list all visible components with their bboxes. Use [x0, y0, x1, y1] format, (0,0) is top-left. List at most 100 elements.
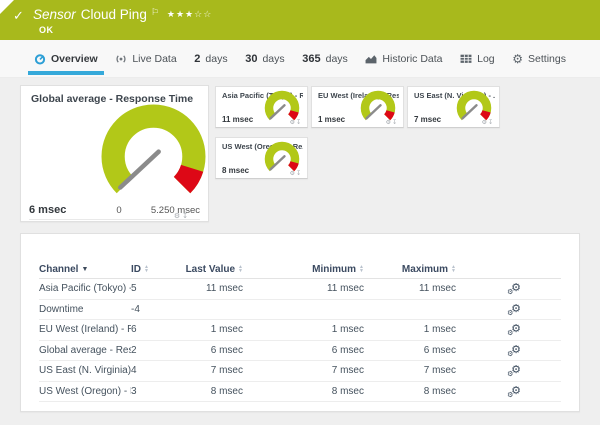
panel-hover-icons: ⚙↧: [386, 119, 398, 126]
cell-channel[interactable]: Global average - Resp...: [39, 344, 131, 356]
broadcast-icon: [116, 54, 126, 63]
cell-channel[interactable]: US West (Oregon) - Re...: [39, 385, 131, 397]
mini-gauge-value: 7 msec: [414, 115, 442, 124]
column-header-minimum[interactable]: Minimum ▲ ▼: [243, 264, 364, 275]
cell-minimum: 7 msec: [331, 365, 364, 377]
panel-divider: [29, 219, 200, 220]
column-header-channel[interactable]: Channel ▼: [39, 264, 131, 275]
main-gauge: [101, 104, 206, 194]
column-header-last-value[interactable]: Last Value ▲ ▼: [173, 264, 243, 275]
tab-30-days[interactable]: 30 days: [239, 40, 290, 77]
cell-maximum: 6 msec: [423, 344, 456, 356]
channel-settings-icon[interactable]: ⚙ ⚙: [507, 364, 521, 379]
cell-last-value: 8 msec: [210, 385, 243, 397]
sensor-kind-label: Sensor: [33, 7, 76, 22]
channel-settings-icon[interactable]: ⚙ ⚙: [507, 282, 521, 297]
panel-hover-icons: ⚙↧: [290, 119, 302, 126]
cell-minimum: 6 msec: [331, 344, 364, 356]
cell-minimum: 8 msec: [331, 385, 364, 397]
mini-gauge-panel-us-east[interactable]: US East (N. Virginia) - ... 7 msec ⚙↧: [407, 86, 500, 128]
cell-id: 3: [131, 385, 137, 397]
gear-icon[interactable]: ⚙: [289, 120, 296, 126]
gauge-icon: [34, 53, 46, 64]
page-title: Cloud Ping: [80, 7, 147, 22]
gear-icon[interactable]: ⚙: [481, 120, 488, 126]
channel-settings-icon[interactable]: ⚙ ⚙: [507, 343, 521, 358]
table-row[interactable]: Downtime -4 ⚙ ⚙: [39, 300, 561, 320]
flag-icon[interactable]: ⚐: [150, 7, 159, 17]
channel-settings-icon[interactable]: ⚙ ⚙: [507, 323, 521, 338]
column-header-maximum[interactable]: Maximum ▲ ▼: [364, 264, 456, 275]
pin-icon[interactable]: ↧: [182, 213, 190, 220]
column-header-id[interactable]: ID ▲ ▼: [131, 264, 173, 275]
table-row[interactable]: US East (N. Virginia) - ... 4 7 msec 7 m…: [39, 361, 561, 382]
tab-2-days[interactable]: 2 days: [188, 40, 233, 77]
cell-minimum: 1 msec: [331, 324, 364, 336]
pin-icon[interactable]: ↧: [391, 120, 398, 126]
mini-gauge-title: US West (Oregon) - Re...: [222, 142, 303, 151]
mini-gauge: [264, 90, 300, 121]
page-corner-fold: [0, 0, 14, 14]
table-header-row: Channel ▼ ID ▲ ▼ Last Value ▲ ▼ Minimum ▲ ▼…: [39, 260, 561, 279]
cell-channel[interactable]: US East (N. Virginia) - ...: [39, 365, 131, 377]
channel-settings-icon[interactable]: ⚙ ⚙: [507, 302, 521, 317]
cell-last-value: 11 msec: [205, 283, 243, 295]
channel-settings-icon[interactable]: ⚙ ⚙: [507, 384, 521, 399]
gear-icon[interactable]: ⚙: [289, 171, 296, 177]
column-header-label: Minimum: [312, 263, 357, 275]
mini-gauge: [456, 90, 492, 121]
cell-maximum: 1 msec: [423, 324, 456, 336]
tab-label: Live Data: [132, 52, 177, 65]
gauge-scale-max: 5.250 msec: [150, 205, 200, 216]
mini-gauge-title: Asia Pacific (Tokyo) - R...: [222, 91, 303, 100]
pin-icon[interactable]: ↧: [487, 120, 494, 126]
mini-gauge-title: US East (N. Virginia) - ...: [414, 91, 495, 100]
cell-maximum: 7 msec: [423, 365, 456, 377]
panel-hover-icons: ⚙↧: [290, 170, 302, 177]
stars-empty[interactable]: ☆☆: [194, 9, 213, 19]
tab-live-data[interactable]: Live Data: [109, 40, 182, 77]
tab-overview[interactable]: Overview: [28, 40, 104, 77]
cell-channel[interactable]: EU West (Ireland) - Re...: [39, 324, 131, 336]
gear-icon[interactable]: ⚙: [173, 213, 183, 220]
mini-gauge-panel-asia-pacific[interactable]: Asia Pacific (Tokyo) - R... 11 msec ⚙↧: [215, 86, 308, 128]
gear-icon[interactable]: ⚙: [385, 120, 392, 126]
tab-number: 2: [194, 52, 201, 65]
cell-last-value: 6 msec: [210, 344, 243, 356]
priority-stars[interactable]: ★★★☆☆: [167, 9, 212, 19]
tab-settings[interactable]: ⚙ Settings: [506, 40, 572, 77]
cell-channel[interactable]: Asia Pacific (Tokyo) - ...: [39, 283, 131, 295]
tab-label: days: [262, 52, 285, 65]
table-row[interactable]: EU West (Ireland) - Re... 6 1 msec 1 mse…: [39, 320, 561, 341]
mini-gauge-panel-us-west[interactable]: US West (Oregon) - Re... 8 msec ⚙↧: [215, 137, 308, 179]
table-row[interactable]: US West (Oregon) - Re... 3 8 msec 8 msec…: [39, 382, 561, 402]
status-badge: OK: [39, 25, 54, 35]
gear-icon: ⚙: [512, 51, 524, 66]
pin-icon[interactable]: ↧: [295, 120, 302, 126]
cell-maximum: 8 msec: [423, 385, 456, 397]
sort-icon: ▲ ▼: [451, 264, 456, 274]
pin-icon[interactable]: ↧: [295, 171, 302, 177]
tab-number: 365: [302, 52, 321, 65]
tab-historic-data[interactable]: Historic Data: [359, 40, 448, 77]
column-header-label: Channel: [39, 263, 79, 275]
panel-hover-icons: ⚙↧: [174, 212, 190, 220]
column-header-label: Last Value: [185, 263, 236, 275]
cell-id: -4: [131, 303, 140, 315]
table-row[interactable]: Asia Pacific (Tokyo) - ... 5 11 msec 11 …: [39, 279, 561, 300]
cell-channel[interactable]: Downtime: [39, 303, 84, 315]
stars-filled[interactable]: ★★★: [166, 9, 195, 19]
tab-label: Historic Data: [382, 52, 443, 65]
gauge-needle: [118, 149, 161, 190]
sort-desc-icon: ▼: [81, 265, 89, 273]
tab-365-days[interactable]: 365 days: [296, 40, 354, 77]
table-row[interactable]: Global average - Resp... 2 6 msec 6 msec…: [39, 341, 561, 361]
tab-log[interactable]: Log: [454, 40, 501, 77]
mini-gauge-panel-eu-west[interactable]: EU West (Ireland) - Res... 1 msec ⚙↧: [311, 86, 404, 128]
mini-gauge: [360, 90, 396, 121]
tab-label: days: [205, 52, 228, 65]
cell-last-value: 1 msec: [210, 324, 243, 336]
sensor-header-bar: ✓ Sensor Cloud Ping ⚐ ★★★☆☆ OK: [0, 0, 600, 40]
tab-bar: Overview Live Data 2 days 30 days 365 da…: [0, 40, 600, 78]
area-chart-icon: [365, 55, 377, 64]
